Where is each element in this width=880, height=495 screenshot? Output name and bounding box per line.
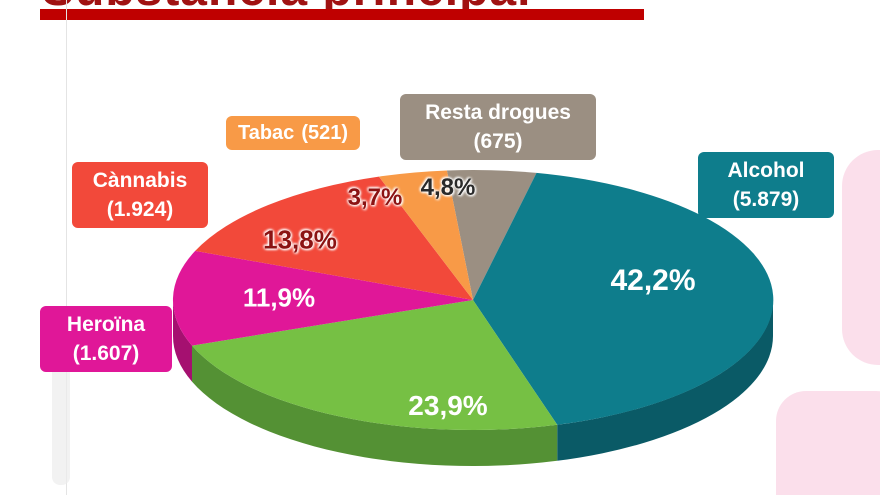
label-text: Resta drogues [425, 100, 571, 124]
right-pink-watermark [842, 150, 880, 365]
label-box-tabac: Tabac (521) [226, 116, 360, 150]
pie-slice-wall [557, 300, 773, 461]
pct-label-cannabis: 13,8% [263, 224, 337, 255]
label-text: Tabac [237, 122, 295, 144]
pie-slice [473, 172, 774, 425]
corner-pink-watermark [776, 391, 880, 495]
pie-slice [195, 176, 473, 300]
label-text: Alcohol [727, 158, 805, 182]
title-underline-rule [40, 9, 644, 20]
label-box-heroina: Heroïna (1.607) [40, 306, 172, 372]
label-count: (1.924) [106, 198, 174, 221]
label-count: (1.607) [72, 342, 140, 365]
pie-slice [172, 250, 473, 346]
pct-label-green-slice: 23,9% [408, 390, 488, 421]
label-text: Cànnabis [92, 168, 188, 192]
pct-label-heroina: 11,9% [242, 282, 316, 313]
label-count: (5.879) [732, 188, 800, 211]
pie-slice-wall [192, 345, 558, 467]
left-divider-line [66, 0, 67, 495]
label-count: (521) [301, 122, 349, 144]
pct-label-resta-drogues: 4,8% [420, 174, 476, 201]
label-box-resta-drogues: Resta drogues (675) [400, 94, 596, 160]
label-box-alcohol: Alcohol (5.879) [698, 152, 834, 218]
label-box-cannabis: Cànnabis (1.924) [72, 162, 208, 228]
label-text: Heroïna [66, 312, 146, 336]
pct-label-alcohol: 42,2% [610, 264, 696, 297]
pie-slice [378, 170, 473, 300]
label-count: (675) [473, 130, 523, 153]
pie-slice [446, 169, 537, 300]
pie-slice-wall [172, 300, 192, 382]
pie-slice [192, 300, 558, 431]
pct-label-tabac: 3,7% [347, 184, 403, 211]
